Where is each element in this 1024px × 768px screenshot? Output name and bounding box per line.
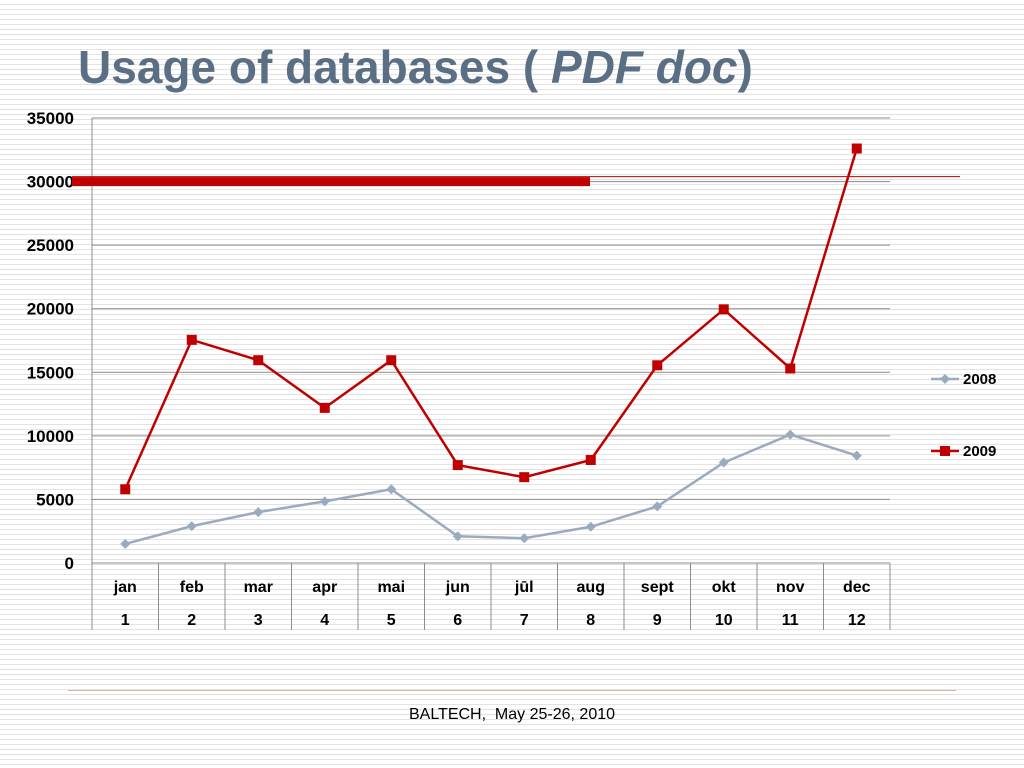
legend-label-2008: 2008	[963, 371, 996, 388]
series-line-2008	[124, 433, 858, 546]
x-tick-label: apr	[312, 579, 337, 596]
data-point-2009	[652, 360, 663, 371]
footer-text: BALTECH, May 25-26, 2010	[408, 706, 616, 723]
x-tick-label: jun	[445, 579, 470, 596]
data-point-2008	[319, 496, 330, 507]
data-point-2008	[652, 501, 663, 512]
x-tick-label: jūl	[514, 579, 534, 596]
x-tick-label: feb	[180, 579, 204, 596]
data-point-2008	[186, 521, 197, 532]
x-tick-label-number: 1	[121, 612, 130, 629]
data-point-2009	[585, 455, 596, 466]
data-point-2009	[120, 484, 131, 495]
x-tick-label-number: 5	[387, 612, 396, 629]
x-tick-label-number: 10	[715, 612, 733, 629]
x-tick-label-number: 8	[586, 612, 595, 629]
data-point-2009	[452, 460, 463, 471]
data-point-2009	[253, 355, 264, 366]
y-tick-label: 10000	[27, 427, 74, 446]
x-tick-label-number: 9	[653, 612, 662, 629]
x-tick-label-number: 12	[848, 612, 866, 629]
x-tick-label: mai	[377, 579, 405, 596]
series-line-2009	[124, 148, 858, 490]
data-point-2008	[718, 457, 729, 468]
x-tick-label: sept	[641, 579, 675, 596]
x-tick-label: nov	[776, 579, 805, 596]
data-point-2009	[319, 402, 330, 413]
slide-title-end: )	[737, 41, 753, 93]
data-point-2009	[386, 355, 397, 366]
footer-divider	[68, 690, 956, 691]
x-tick-label: aug	[577, 579, 605, 596]
x-tick-label-number: 4	[320, 612, 329, 629]
data-point-2008	[253, 507, 264, 518]
legend-label-2009: 2009	[963, 443, 996, 460]
data-point-2008	[585, 521, 596, 532]
x-tick-label-number: 2	[187, 612, 196, 629]
x-tick-label: jan	[113, 579, 137, 596]
data-point-2009	[851, 143, 862, 154]
x-tick-label-number: 7	[520, 612, 529, 629]
data-point-2009	[718, 304, 729, 315]
data-point-2008	[452, 531, 463, 542]
y-tick-label: 0	[65, 554, 74, 573]
data-point-2008	[851, 450, 862, 461]
slide-title-main: Usage of databases (	[78, 41, 551, 93]
x-tick-label: dec	[843, 579, 871, 596]
data-point-2008	[120, 538, 131, 549]
data-point-2009	[186, 334, 197, 345]
slide-title-italic: PDF doc	[550, 41, 738, 93]
y-tick-label: 25000	[27, 236, 74, 255]
data-point-2008	[785, 429, 796, 440]
y-tick-label: 15000	[27, 363, 74, 382]
x-tick-label: mar	[244, 579, 273, 596]
x-tick-label: okt	[712, 579, 737, 596]
data-point-2008	[386, 484, 397, 495]
data-point-2009	[519, 472, 530, 483]
y-tick-label: 5000	[36, 490, 74, 509]
x-tick-label-number: 6	[453, 612, 462, 629]
y-tick-label: 30000	[27, 173, 74, 192]
data-point-2008	[519, 533, 530, 544]
y-tick-label: 20000	[27, 300, 74, 319]
x-tick-label-number: 3	[254, 612, 263, 629]
legend-marker-2009	[940, 446, 950, 456]
legend-marker-2008	[940, 374, 950, 384]
x-tick-label-number: 11	[782, 612, 799, 629]
data-point-2009	[785, 363, 796, 374]
y-tick-label: 35000	[27, 109, 74, 128]
slide-title: Usage of databases ( PDF doc)	[78, 40, 753, 94]
